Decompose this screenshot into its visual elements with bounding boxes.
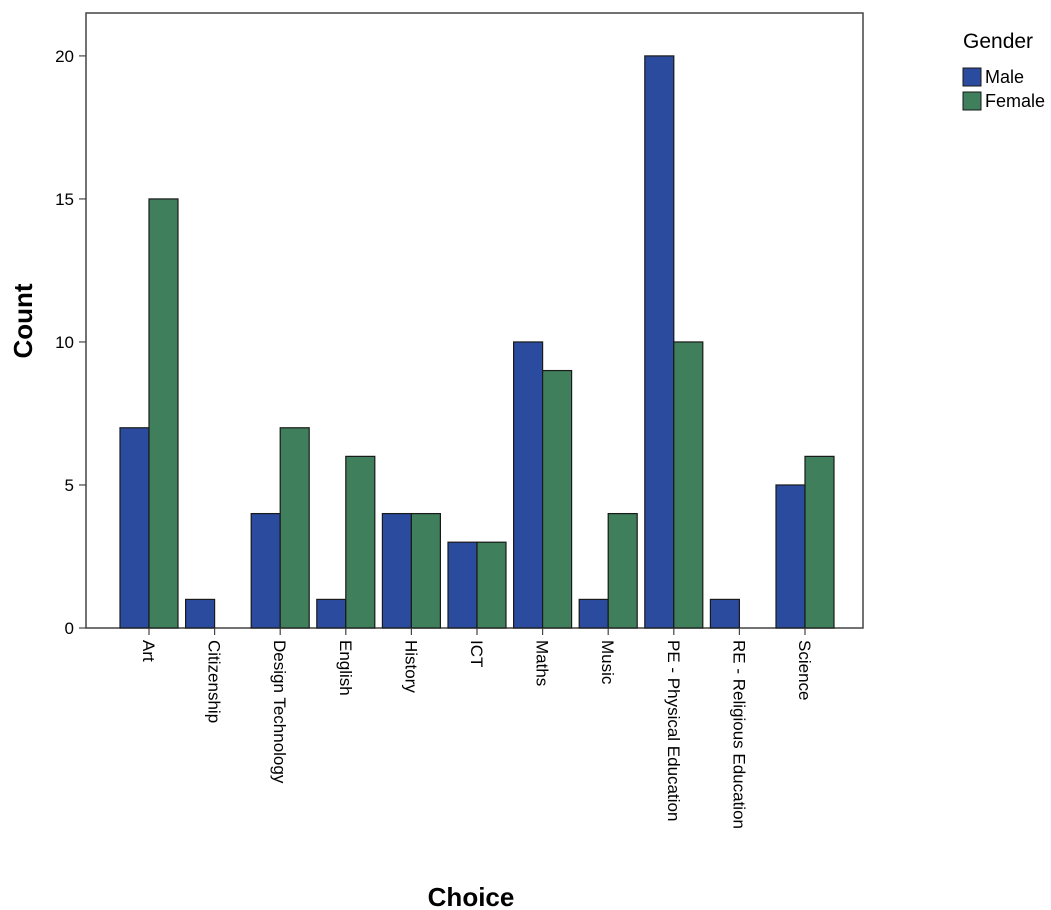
y-tick-label: 5 (65, 476, 74, 495)
x-tick-label: Citizenship (205, 640, 224, 723)
plot-area (85, 12, 864, 629)
y-axis-title: Count (8, 283, 38, 358)
bar-male-2 (250, 512, 281, 629)
legend-swatch-female (962, 91, 982, 111)
bar-male-5 (447, 541, 478, 629)
x-axis-title: Choice (428, 882, 515, 910)
bar-female-8 (673, 341, 704, 629)
x-tick-label: Maths (533, 640, 552, 686)
bar-female-5 (476, 541, 507, 629)
legend-items: Male Female (962, 67, 1045, 111)
bar-male-0 (119, 427, 150, 629)
bars (119, 55, 835, 629)
bar-male-8 (644, 55, 675, 629)
bar-female-2 (279, 427, 310, 629)
bar-female-4 (410, 512, 441, 629)
x-tick-label: English (336, 640, 355, 696)
bar-male-6 (512, 341, 544, 629)
x-tick-label: RE - Religious Education (729, 640, 748, 829)
bar-male-4 (381, 512, 412, 629)
x-axis-ticks: Art Citizenship Design Technology English Hi… (139, 628, 814, 829)
bar-female-7 (607, 512, 638, 629)
x-tick-label: Music (598, 640, 617, 685)
bar-male-3 (316, 598, 347, 629)
x-tick-label: Science (795, 640, 814, 700)
legend-swatch-male (962, 67, 982, 87)
y-tick-label: 0 (65, 619, 74, 638)
x-tick-label: Design Technology (270, 640, 289, 784)
bar-male-1 (185, 598, 216, 629)
y-axis-ticks: 0 5 10 15 20 (55, 47, 86, 638)
bar-male-7 (578, 598, 609, 629)
bar-female-3 (345, 455, 376, 629)
bar-male-9 (709, 598, 741, 629)
legend-title: Gender (963, 30, 1033, 53)
legend: Gender Male Female (962, 30, 1045, 111)
bar-female-0 (148, 198, 179, 629)
x-tick-label: ICT (467, 640, 486, 667)
bar-female-10 (804, 455, 835, 629)
x-tick-label: PE - Physical Education (664, 640, 683, 821)
bar-female-6 (541, 369, 573, 629)
y-tick-label: 10 (55, 333, 74, 352)
y-tick-label: 15 (55, 190, 74, 209)
x-tick-label: History (401, 640, 420, 693)
x-tick-label: Art (139, 640, 158, 662)
bar-male-10 (775, 484, 806, 629)
y-tick-label: 20 (55, 47, 74, 66)
legend-label-female: Female (985, 91, 1045, 111)
legend-label-male: Male (985, 67, 1024, 87)
